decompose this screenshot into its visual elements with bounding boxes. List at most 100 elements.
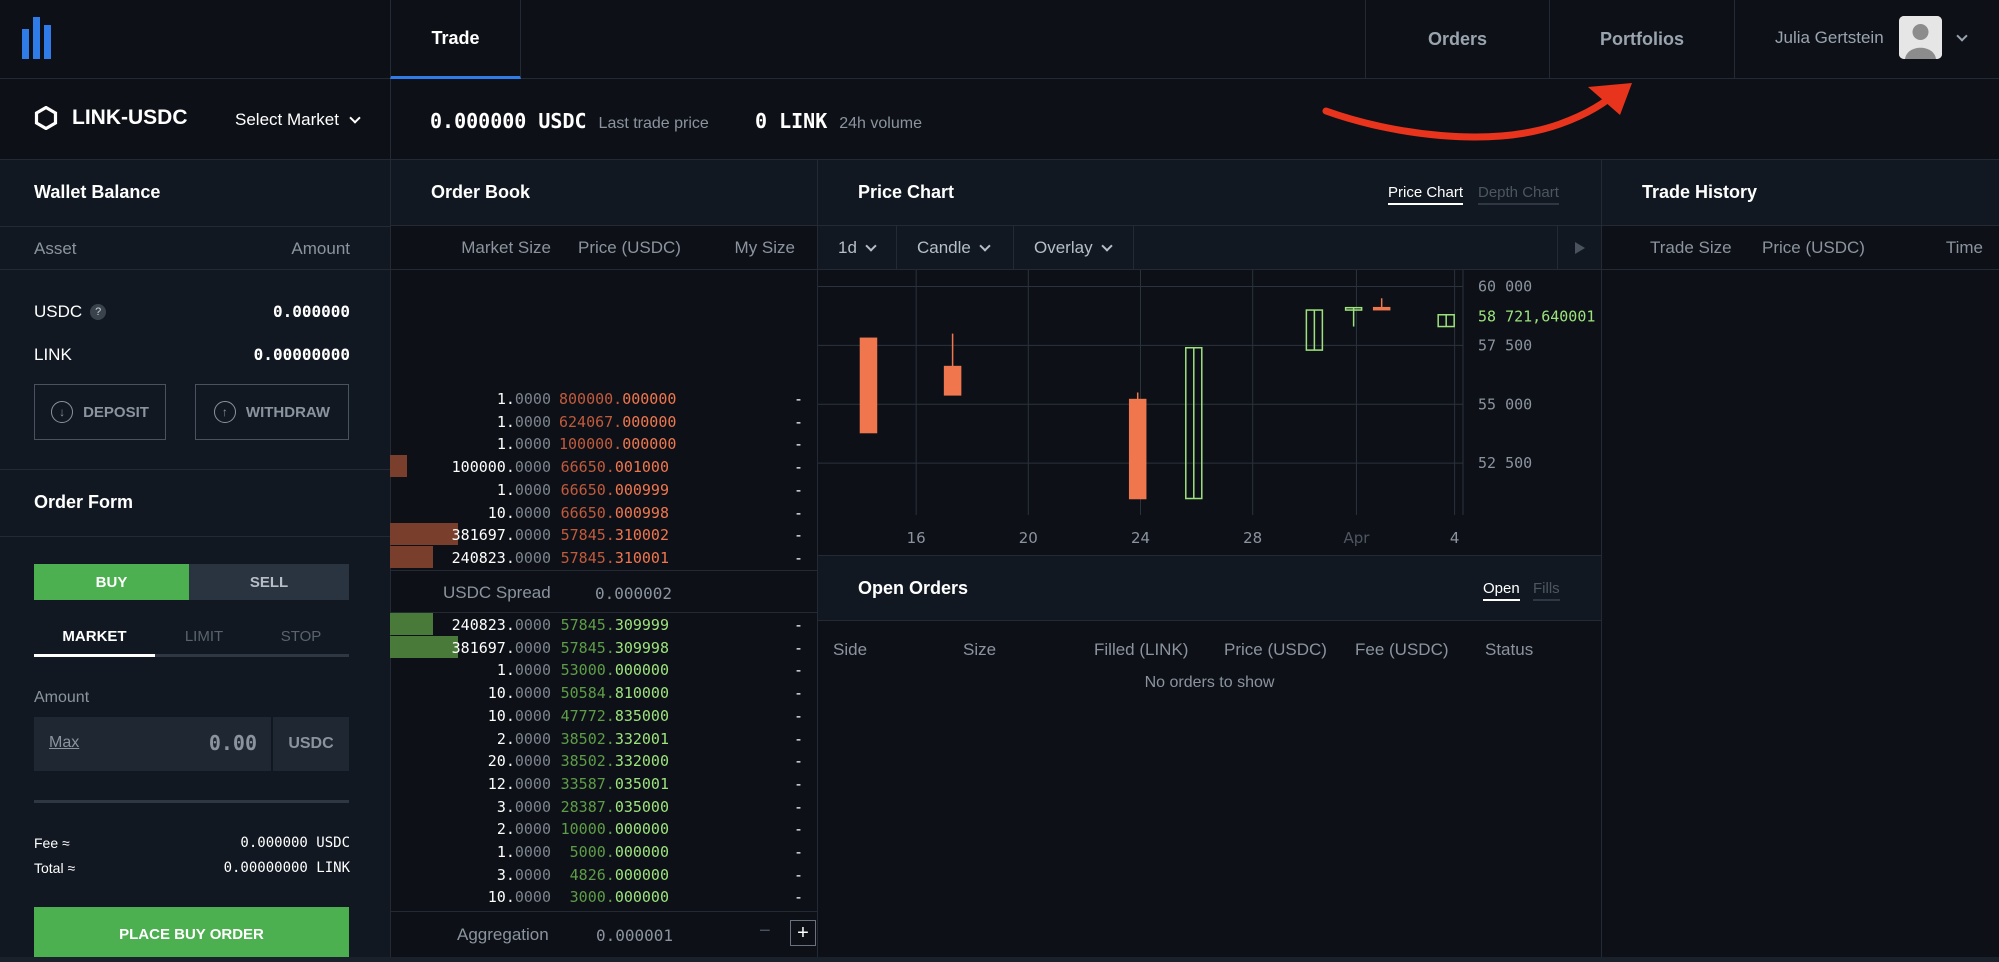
aggregation-increase-button[interactable]: + xyxy=(790,920,816,946)
logo-icon[interactable] xyxy=(22,17,52,59)
buy-button[interactable]: BUY xyxy=(34,564,189,600)
order-book-row[interactable]: 20.0000 38502.332000 - xyxy=(390,749,817,771)
my-size: - xyxy=(793,752,803,771)
my-size: - xyxy=(793,526,803,545)
chevron-down-icon xyxy=(349,111,361,124)
market-size: 10.0000 xyxy=(487,706,551,725)
chart-style-dropdown[interactable]: Candle xyxy=(897,226,1014,270)
aggregation-decrease-button[interactable]: − xyxy=(759,920,771,942)
order-book-row[interactable]: 100000.0000 66650.001000 - xyxy=(390,455,817,478)
order-book-row[interactable]: 381697.0000 57845.309998 - xyxy=(390,635,817,658)
chainlink-hexagon-icon xyxy=(34,106,58,130)
order-book-row[interactable]: 10.0000 3000.000000 - xyxy=(390,885,817,907)
tab-fills[interactable]: Fills xyxy=(1533,580,1560,601)
arrow-down-icon: ↓ xyxy=(51,401,74,423)
amount-value[interactable]: 0.00 xyxy=(208,731,257,755)
place-buy-order-button[interactable]: PLACE BUY ORDER xyxy=(34,907,349,962)
order-book-row[interactable]: 381697.0000 57845.310002 - xyxy=(390,523,817,546)
chart-toolbar: 1d Candle Overlay xyxy=(818,226,1601,270)
tab-limit[interactable]: LIMIT xyxy=(184,628,224,645)
tab-market[interactable]: MARKET xyxy=(62,628,127,645)
deposit-button[interactable]: ↓ DEPOSIT xyxy=(34,384,166,440)
interval-label: 1d xyxy=(838,238,857,257)
market-size: 3.0000 xyxy=(496,797,551,816)
last-trade-stat: 0.000000 USDC Last trade price xyxy=(430,109,709,133)
order-book-row[interactable]: 3.0000 4826.000000 - xyxy=(390,863,817,885)
aggregation-value: 0.000001 xyxy=(596,926,674,945)
tab-price-chart[interactable]: Price Chart xyxy=(1388,184,1464,205)
total-label: Total ≈ xyxy=(34,860,76,876)
order-book-row[interactable]: 3.0000 28387.035000 - xyxy=(390,795,817,817)
order-book-row[interactable]: 12.0000 33587.035001 - xyxy=(390,772,817,794)
y-tick-label: 57 500 xyxy=(1478,336,1532,354)
asset-amount: 0.00000000 xyxy=(253,345,350,364)
my-size: - xyxy=(793,820,803,839)
max-link[interactable]: Max xyxy=(49,734,80,751)
withdraw-button[interactable]: ↑ WITHDRAW xyxy=(195,384,349,440)
volume-stat: 0 LINK 24h volume xyxy=(755,109,922,133)
play-button[interactable] xyxy=(1557,226,1601,270)
candle-body xyxy=(1128,398,1147,500)
my-size: - xyxy=(793,503,803,522)
my-size: - xyxy=(793,843,803,861)
candlestick-chart[interactable]: 60 000 57 500 55 000 52 500 16 20 24 28 Apr 4 58 7… xyxy=(818,270,1601,555)
order-book-row[interactable]: 10.0000 50584.810000 - xyxy=(390,681,817,703)
market-size: 100000.0000 xyxy=(451,458,551,477)
spread-value: 0.000002 xyxy=(595,584,673,603)
price: 66650.000999 xyxy=(560,480,669,499)
market-size: 240823.0000 xyxy=(451,548,551,567)
market-size: 1.0000 xyxy=(496,480,551,499)
order-book-row[interactable]: 240823.0000 57845.310001 - xyxy=(390,545,817,568)
select-market-label: Select Market xyxy=(235,110,339,129)
market-bar: LINK-USDC Select Market 0.000000 USDC La… xyxy=(0,79,1999,160)
price-chart-title: Price Chart xyxy=(858,182,955,202)
my-size: - xyxy=(793,480,803,499)
y-tick-label: 60 000 xyxy=(1478,277,1532,295)
order-book-row[interactable]: 1.0000 624067.000000 - xyxy=(390,410,817,432)
col-market-size: Market Size xyxy=(461,238,551,257)
order-book-row[interactable]: 2.0000 38502.332001 - xyxy=(390,727,817,749)
user-menu[interactable] xyxy=(1734,0,1999,79)
depth-bar xyxy=(390,613,433,635)
nav-tab-trade[interactable]: Trade xyxy=(390,0,521,79)
user-name[interactable]: Julia Gertstein xyxy=(1775,28,1884,47)
price: 66650.000998 xyxy=(560,503,669,522)
divider xyxy=(390,79,391,160)
nav-tab-orders[interactable]: Orders xyxy=(1365,0,1549,79)
order-book-row[interactable]: 240823.0000 57845.309999 - xyxy=(390,613,817,635)
order-book-row[interactable]: 10.0000 47772.835000 - xyxy=(390,704,817,726)
tab-stop[interactable]: STOP xyxy=(280,628,322,645)
interval-dropdown[interactable]: 1d xyxy=(818,226,897,270)
order-book-row[interactable]: 1.0000 5000.000000 - xyxy=(390,840,817,862)
help-icon[interactable]: ? xyxy=(90,304,107,320)
volume-value: 0 LINK xyxy=(755,109,828,133)
my-size: - xyxy=(793,797,803,816)
avatar[interactable] xyxy=(1899,16,1942,59)
order-book-row[interactable]: 10.0000 66650.000998 - xyxy=(390,501,817,523)
order-book-row[interactable]: 1.0000 66650.000999 - xyxy=(390,478,817,500)
my-size: - xyxy=(793,706,803,725)
my-size: - xyxy=(793,390,803,408)
order-book-row[interactable]: 1.0000 100000.000000 - xyxy=(390,432,817,454)
market-size: 2.0000 xyxy=(496,729,551,748)
divider xyxy=(1601,160,1602,962)
col-trade-size: Trade Size xyxy=(1650,238,1732,257)
tab-open[interactable]: Open xyxy=(1483,580,1520,601)
price: 57845.310002 xyxy=(560,526,669,545)
x-tick-label: 16 xyxy=(907,529,926,547)
divider xyxy=(34,800,349,803)
order-book-row[interactable]: 1.0000 800000.000000 - xyxy=(390,387,817,409)
fee-value: 0.000000 USDC xyxy=(240,835,350,851)
order-book-row[interactable]: 1.0000 53000.000000 - xyxy=(390,658,817,680)
left-panel: Wallet Balance Asset Amount USDC ? 0.000… xyxy=(0,160,390,962)
nav-tab-portfolios[interactable]: Portfolios xyxy=(1549,0,1734,79)
my-size: - xyxy=(793,661,803,680)
order-book-row[interactable]: 2.0000 10000.000000 - xyxy=(390,817,817,839)
sell-button[interactable]: SELL xyxy=(189,564,349,600)
price: 33587.035001 xyxy=(560,774,669,793)
tab-depth-chart[interactable]: Depth Chart xyxy=(1478,184,1559,205)
overlay-dropdown[interactable]: Overlay xyxy=(1014,226,1134,270)
amount-input[interactable]: Max 0.00 USDC xyxy=(34,717,349,771)
candle-body xyxy=(1372,306,1391,311)
select-market-dropdown[interactable]: Select Market xyxy=(235,110,361,130)
